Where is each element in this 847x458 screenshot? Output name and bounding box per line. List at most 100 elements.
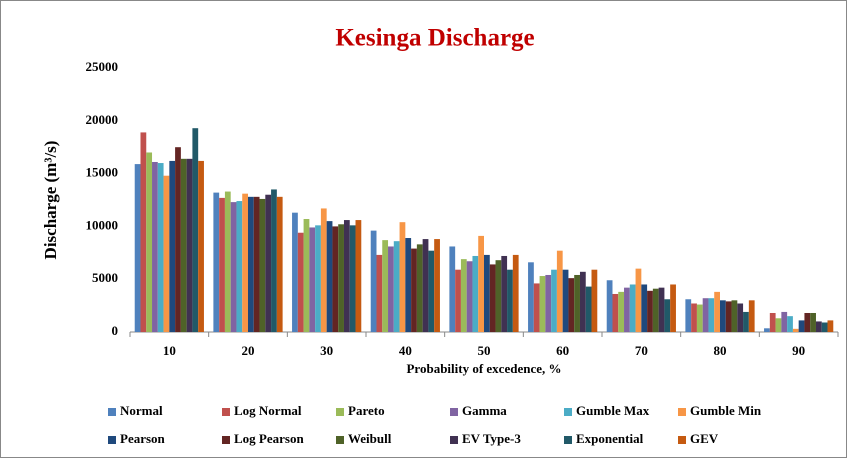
bar bbox=[230, 202, 237, 332]
bar bbox=[198, 160, 204, 332]
bar bbox=[292, 212, 298, 332]
bar bbox=[455, 269, 461, 332]
legend-swatch bbox=[336, 408, 344, 416]
bar bbox=[489, 264, 496, 332]
bar bbox=[731, 300, 738, 332]
y-tick-label: 10000 bbox=[86, 217, 119, 232]
bar bbox=[460, 259, 467, 332]
bar bbox=[416, 244, 423, 332]
legend-swatch bbox=[450, 408, 458, 416]
bar bbox=[140, 132, 147, 332]
bar bbox=[370, 230, 377, 332]
bar bbox=[551, 269, 557, 332]
bar bbox=[343, 220, 350, 332]
legend-label: Log Pearson bbox=[234, 431, 304, 446]
bar bbox=[449, 246, 456, 332]
bar bbox=[585, 286, 592, 332]
legend-swatch bbox=[678, 436, 686, 444]
bar bbox=[466, 261, 473, 332]
bar bbox=[248, 196, 254, 332]
bar bbox=[670, 284, 676, 332]
bar bbox=[501, 255, 508, 332]
bar bbox=[714, 291, 720, 332]
bar bbox=[769, 312, 776, 332]
bar bbox=[568, 278, 575, 332]
y-axis-title: Discharge (m³/s) bbox=[41, 141, 60, 260]
bar bbox=[236, 201, 243, 332]
legend-swatch bbox=[108, 408, 116, 416]
bar bbox=[276, 196, 283, 332]
bar bbox=[748, 300, 755, 332]
bar bbox=[827, 320, 834, 332]
bar bbox=[253, 196, 260, 332]
bar bbox=[579, 271, 586, 332]
bar bbox=[725, 301, 732, 332]
legend-swatch bbox=[564, 408, 572, 416]
bar bbox=[737, 303, 744, 332]
legend-swatch bbox=[678, 408, 686, 416]
bar bbox=[545, 274, 552, 332]
bar bbox=[192, 128, 199, 332]
x-tick-label: 10 bbox=[163, 343, 176, 358]
bar bbox=[303, 219, 310, 332]
x-tick-label: 20 bbox=[242, 343, 255, 358]
bar bbox=[309, 227, 316, 332]
bar bbox=[664, 299, 671, 332]
bar bbox=[798, 320, 805, 332]
y-tick-label: 25000 bbox=[86, 59, 119, 74]
bar bbox=[382, 240, 389, 332]
bar bbox=[764, 328, 770, 332]
bar bbox=[696, 304, 703, 332]
bar bbox=[691, 303, 697, 332]
bar bbox=[326, 221, 333, 332]
bar bbox=[411, 248, 417, 332]
bar bbox=[146, 152, 153, 332]
bar bbox=[612, 293, 619, 332]
legend-label: GEV bbox=[690, 431, 719, 446]
y-tick-label: 5000 bbox=[92, 270, 118, 285]
bar bbox=[533, 283, 540, 332]
bar bbox=[338, 224, 344, 332]
bar bbox=[175, 147, 181, 332]
bar bbox=[405, 238, 412, 332]
bar bbox=[163, 175, 170, 332]
bar bbox=[186, 158, 193, 332]
x-axis-title: Probability of excedence, % bbox=[406, 361, 561, 376]
bar bbox=[775, 318, 782, 332]
bar bbox=[720, 300, 726, 332]
legend-swatch bbox=[222, 408, 230, 416]
bar bbox=[157, 163, 164, 332]
bar bbox=[647, 290, 653, 332]
legend-swatch bbox=[336, 436, 344, 444]
bar bbox=[332, 226, 339, 332]
bar bbox=[349, 225, 356, 332]
x-tick-label: 40 bbox=[399, 343, 412, 358]
bar bbox=[629, 284, 636, 332]
legend-label: Gumble Max bbox=[576, 403, 650, 418]
x-tick-label: 70 bbox=[635, 343, 648, 358]
bar bbox=[512, 254, 519, 332]
bar bbox=[484, 254, 490, 332]
bar bbox=[528, 262, 534, 332]
legend-label: Gumble Min bbox=[690, 403, 762, 418]
legend-label: Pareto bbox=[348, 403, 385, 418]
bar bbox=[180, 158, 187, 332]
legend-swatch bbox=[108, 436, 116, 444]
legend-label: Weibull bbox=[348, 431, 392, 446]
chart-title: Kesinga Discharge bbox=[335, 25, 534, 52]
bar bbox=[606, 280, 613, 332]
bar bbox=[702, 298, 709, 332]
x-tick-label: 90 bbox=[792, 343, 805, 358]
legend-label: Exponential bbox=[576, 431, 644, 446]
bar bbox=[134, 164, 141, 332]
bar bbox=[556, 250, 563, 332]
legend-swatch bbox=[450, 436, 458, 444]
legend-swatch bbox=[222, 436, 230, 444]
legend-label: Normal bbox=[120, 403, 163, 418]
bar bbox=[259, 198, 266, 332]
bar bbox=[315, 225, 321, 332]
bar bbox=[478, 235, 484, 332]
bar bbox=[376, 254, 383, 332]
